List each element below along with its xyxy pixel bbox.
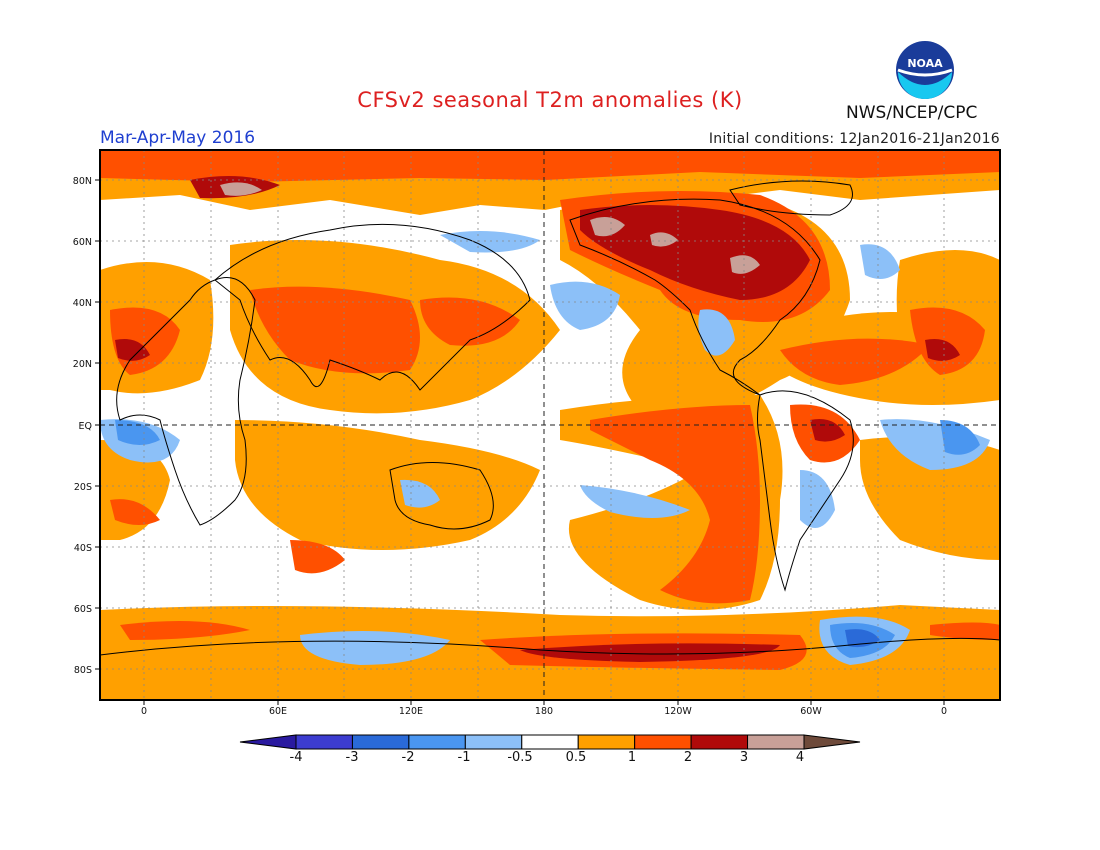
lat-label: 80N xyxy=(73,176,92,187)
lat-label: 40S xyxy=(74,543,92,554)
colorbar xyxy=(239,734,861,750)
lat-label: 80S xyxy=(74,665,92,676)
anomaly-brown-regions xyxy=(220,182,760,274)
initial-conditions-label: Initial conditions: 12Jan2016-21Jan2016 xyxy=(708,131,1000,147)
lat-label: 40N xyxy=(73,298,92,309)
noaa-logo-text: NOAA xyxy=(907,57,943,70)
lon-label: 0 xyxy=(141,706,147,717)
lon-label: 0 xyxy=(941,706,947,717)
colorbar-label: -0.5 xyxy=(507,750,533,765)
lon-label: 120E xyxy=(399,706,423,717)
colorbar-box xyxy=(634,734,692,750)
colorbar-box xyxy=(577,734,636,750)
lon-label: 180 xyxy=(535,706,553,717)
colorbar-label: -3 xyxy=(345,750,359,765)
colorbar-label: 1 xyxy=(627,750,637,765)
lon-label: 60E xyxy=(269,706,287,717)
colorbar-label: -4 xyxy=(289,750,303,765)
axis-ticks xyxy=(95,179,945,705)
colorbar-box xyxy=(464,734,523,750)
anomaly-darkred-regions xyxy=(115,176,960,662)
colorbar-box xyxy=(351,734,410,750)
map-title: CFSv2 seasonal T2m anomalies (K) xyxy=(357,88,743,112)
season-label: Mar-Apr-May 2016 xyxy=(100,128,256,148)
coastlines xyxy=(100,180,1000,656)
colorbar-label: -2 xyxy=(401,750,415,765)
colorbar-box xyxy=(408,734,466,750)
colorbar-arrow-left xyxy=(239,734,297,750)
lat-label: 60S xyxy=(74,604,92,615)
lat-label: 20S xyxy=(74,482,92,493)
lon-label: 120W xyxy=(664,706,692,717)
colorbar-label: 0.5 xyxy=(565,750,587,765)
colorbar-box xyxy=(295,734,353,750)
colorbar-arrow-right xyxy=(803,734,861,750)
lat-label: 20N xyxy=(73,359,92,370)
equator-dateline xyxy=(100,150,1000,700)
lon-label: 60W xyxy=(800,706,822,717)
colorbar-label: 2 xyxy=(683,750,693,765)
lat-label: 60N xyxy=(73,237,92,248)
lat-label: EQ xyxy=(79,421,92,432)
colorbar-label: 3 xyxy=(739,750,749,765)
colorbar-box xyxy=(690,734,749,750)
noaa-logo: NOAA xyxy=(896,41,954,99)
colorbar-label: 4 xyxy=(795,750,805,765)
colorbar-box xyxy=(521,734,579,750)
colorbar-label: -1 xyxy=(457,750,471,765)
colorbar-box xyxy=(747,734,805,750)
grid-lines xyxy=(100,150,1000,700)
agency-label: NWS/NCEP/CPC xyxy=(846,103,978,123)
